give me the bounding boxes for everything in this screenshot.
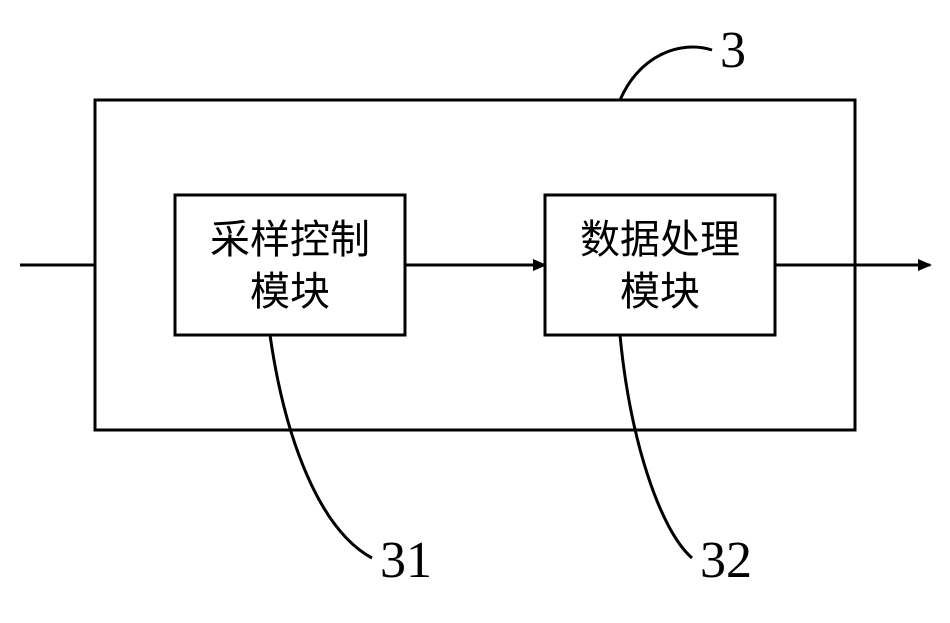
callout-leader-32: [620, 335, 692, 558]
callout-number-32: 32: [700, 532, 752, 589]
callout-number-3: 3: [720, 22, 746, 79]
block-diagram: 采样控制模块 数据处理模块 3 31 32: [0, 0, 950, 623]
block-label-n2-line2: 模块: [620, 269, 700, 314]
block-n1: [175, 195, 405, 335]
callout-number-31: 31: [380, 532, 432, 589]
block-n2: [545, 195, 775, 335]
block-label-n1-line2: 模块: [250, 269, 330, 314]
callout-leader-3: [620, 47, 712, 100]
block-label-n1-line1: 采样控制: [210, 217, 370, 262]
callout-leader-31: [270, 335, 372, 558]
block-label-n2-line1: 数据处理: [580, 217, 740, 262]
